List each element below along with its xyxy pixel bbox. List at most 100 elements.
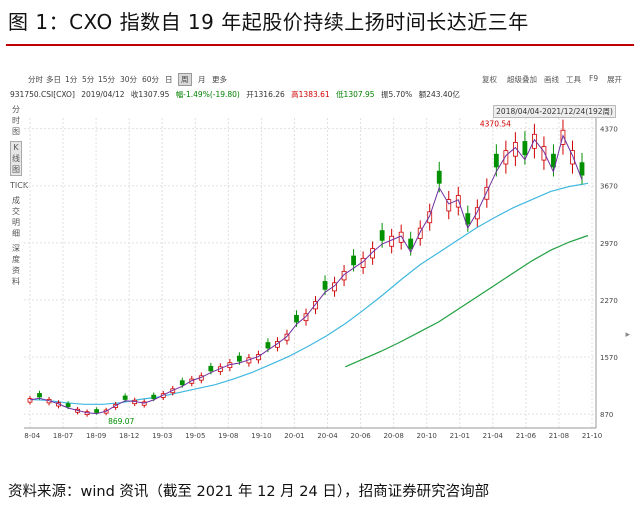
candle-body <box>446 199 452 212</box>
amplitude-value: 振5.70% <box>380 90 413 99</box>
candle-body <box>27 398 33 403</box>
sidebar-item-trades[interactable]: 成交明细 <box>12 196 20 238</box>
candle-body <box>151 394 157 400</box>
candle-body <box>179 380 185 386</box>
x-tick-label: 18-09 <box>86 432 106 440</box>
source-note: 资料来源：wind 资讯（截至 2021 年 12 月 24 日），招商证券研究… <box>8 484 490 500</box>
low-value: 低1307.95 <box>336 90 375 99</box>
price-annotation: 4370.54 <box>480 120 511 129</box>
quote-info-line: 931750.CSI[CXO] 2019/04/12 收1307.95 幅-1.… <box>10 89 630 101</box>
y-tick-label: 4370 <box>600 126 618 134</box>
sidebar-item-depth[interactable]: 深度资料 <box>12 244 20 286</box>
restore-rights-button[interactable]: 复权 <box>482 75 497 84</box>
period-60min[interactable]: 60分 <box>142 75 160 84</box>
sidebar-item-tick[interactable]: TICK <box>10 181 29 190</box>
kline-chart[interactable]: 18-04 18-07 18-09 18-12 19-03 19-05 19-08 19-10… <box>20 112 630 444</box>
x-tick-label: 21-04 <box>483 432 504 440</box>
candle-body <box>379 230 385 241</box>
x-tick-label: 18-07 <box>53 432 73 440</box>
x-tick-label: 19-03 <box>152 432 172 440</box>
scroll-right-chevron[interactable]: ▸ <box>625 330 630 340</box>
candle-body <box>351 255 356 266</box>
candle-body <box>303 313 309 322</box>
candle-body <box>570 150 575 165</box>
y-tick-label: 1570 <box>600 354 618 362</box>
candle-body <box>313 301 318 310</box>
x-tick-label: 19-08 <box>218 432 238 440</box>
candle-body <box>389 235 395 247</box>
x-tick-label: 18-04 <box>24 432 41 440</box>
candle-body <box>522 141 528 156</box>
period-30min[interactable]: 30分 <box>120 75 138 84</box>
candle-body <box>503 150 509 165</box>
period-more[interactable]: 更多 <box>212 75 227 84</box>
x-tick-label: 20-04 <box>317 432 338 440</box>
period-multiday[interactable]: 多日 <box>46 75 61 84</box>
f9-button[interactable]: F9 <box>589 74 599 83</box>
candle-body <box>484 186 490 200</box>
price-annotation: 869.07 <box>108 417 134 426</box>
y-tick-label: 870 <box>600 411 613 419</box>
sidebar-item-fenshi[interactable]: 分时图 <box>12 105 20 136</box>
candle-body <box>579 162 585 176</box>
open-value: 开1316.26 <box>246 90 285 99</box>
x-tick-label: 20-06 <box>350 432 371 440</box>
candle-body <box>398 231 404 243</box>
candle-body <box>94 409 100 413</box>
candle-body <box>322 281 328 290</box>
candle-body <box>265 342 271 349</box>
candle-body <box>551 153 556 168</box>
kline-svg[interactable]: 18-04 18-07 18-09 18-12 19-03 19-05 19-08 19-10… <box>20 112 630 440</box>
y-tick-label: 3670 <box>600 183 618 191</box>
candle-body <box>284 333 290 341</box>
date-range-label: 2018/04/04-2021/12/24(192周) <box>493 105 616 118</box>
ma-line-2 <box>345 234 589 368</box>
index-code: 931750.CSI[CXO] <box>10 90 75 99</box>
x-tick-label: 21-08 <box>549 432 569 440</box>
candle-body <box>370 248 376 259</box>
candle-body <box>341 270 347 281</box>
ma-line-short <box>29 134 583 415</box>
period-day[interactable]: 日 <box>165 75 173 84</box>
x-tick-label: 20-01 <box>284 432 304 440</box>
candle-body <box>417 227 423 239</box>
draw-line-button[interactable]: 画线 <box>544 75 559 84</box>
title-divider <box>6 44 634 46</box>
candle-body <box>493 153 499 168</box>
candle-body <box>65 403 71 408</box>
period-1min[interactable]: 1分 <box>65 75 78 84</box>
chart-panel: 分时 多日 1分 5分 15分 30分 60分 日 周 月 更多 复权 超级叠加… <box>10 72 630 442</box>
view-sidebar: 分时图 K线图 TICK 成交明细 深度资料 <box>10 104 29 291</box>
y-tick-label: 2970 <box>600 240 618 248</box>
candle-body <box>294 315 299 323</box>
sidebar-item-kline[interactable]: K线图 <box>10 141 22 176</box>
candle-body <box>408 238 414 249</box>
x-tick-label: 21-10 <box>582 432 602 440</box>
candle-body <box>532 133 537 149</box>
x-tick-label: 20-08 <box>383 432 403 440</box>
close-value: 收1307.95 <box>130 90 170 99</box>
x-tick-label: 21-06 <box>516 432 537 440</box>
candle-body <box>122 395 128 400</box>
period-15min[interactable]: 15分 <box>98 75 116 84</box>
period-fenshi[interactable]: 分时 <box>28 75 43 84</box>
x-tick-label: 20-10 <box>417 432 437 440</box>
y-tick-label: 2270 <box>600 297 618 305</box>
x-tick-label: 19-05 <box>185 432 205 440</box>
period-month[interactable]: 月 <box>198 75 206 84</box>
x-tick-label: 19-10 <box>251 432 271 440</box>
period-5min[interactable]: 5分 <box>82 75 95 84</box>
x-tick-label: 18-12 <box>119 432 139 440</box>
candle-body <box>427 211 433 224</box>
period-week[interactable]: 周 <box>178 73 192 86</box>
candle-body <box>436 170 442 184</box>
candle-body <box>541 146 547 161</box>
period-toolbar: 分时 多日 1分 5分 15分 30分 60分 日 周 月 更多 复权 超级叠加… <box>10 72 630 86</box>
quote-date: 2019/04/12 <box>81 90 125 99</box>
tools-button[interactable]: 工具 <box>566 75 581 84</box>
expand-button[interactable]: 展开 <box>607 75 622 84</box>
super-overlay-button[interactable]: 超级叠加 <box>507 75 537 84</box>
ma-line-1 <box>27 182 589 405</box>
candle-body <box>208 365 214 372</box>
figure-title: 图 1：CXO 指数自 19 年起股价持续上扬时间长达近三年 <box>8 10 529 34</box>
